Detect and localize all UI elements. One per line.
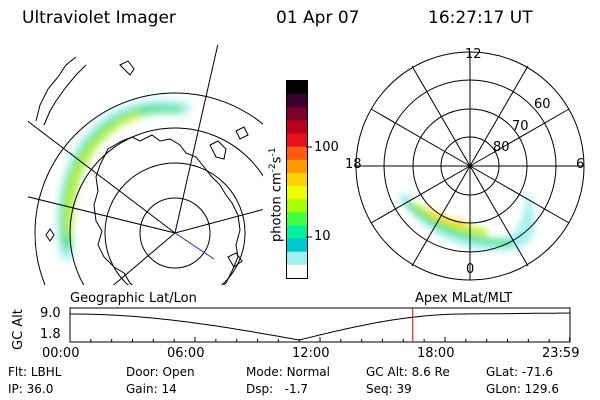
colorbar-tick-10: 10 (314, 229, 331, 244)
seq-info: Seq: 39 (366, 382, 412, 396)
mlat-label-80: 80 (493, 140, 510, 155)
colorbar-unit-label: photon cm-2s-1 (268, 147, 285, 242)
colorbar-segment (287, 225, 307, 240)
mlat-label-70: 70 (512, 119, 529, 134)
glat-info: GLat: -71.6 (486, 365, 553, 379)
door-info: Door: Open (126, 365, 195, 379)
colorbar-segment (287, 159, 307, 174)
time-label: 16:27:17 UT (428, 8, 533, 28)
dsp-info: Dsp: -1.7 (246, 382, 309, 396)
time-tick-2359: 23:59 (542, 346, 580, 361)
time-tick-0000: 00:00 (42, 346, 80, 361)
colorbar-segment (287, 199, 307, 213)
colorbar (286, 80, 308, 279)
altitude-curve (70, 312, 571, 341)
coastline-outlines (35, 56, 249, 285)
time-tick-1800: 18:00 (417, 346, 455, 361)
polar-grid (355, 51, 585, 281)
mlat-label-60: 60 (534, 97, 551, 112)
mlt-label-12: 12 (465, 47, 482, 62)
gcalt-info: GC Alt: 8.6 Re (366, 365, 450, 379)
altitude-strip-plot (69, 307, 571, 343)
aurora-emission-left (57, 99, 190, 261)
colorbar-segment (287, 146, 307, 161)
colorbar-segment (287, 172, 307, 187)
date-label: 01 Apr 07 (276, 8, 360, 28)
terminator-segment (174, 232, 215, 260)
time-tick-1200: 12:00 (292, 346, 330, 361)
colorbar-segment (287, 264, 307, 278)
mlt-label-0: 0 (466, 262, 475, 277)
mlt-label-6: 6 (576, 157, 585, 172)
altitude-ylabel: GC Alt (11, 309, 26, 350)
colorbar-segment (287, 238, 307, 253)
geographic-map (28, 45, 263, 285)
colorbar-segment (287, 186, 307, 200)
altitude-ymin: 1.8 (40, 327, 61, 342)
colorbar-ticks (306, 146, 312, 238)
colorbar-segment (287, 107, 307, 121)
colorbar-segment (287, 133, 307, 148)
geographic-label: Geographic Lat/Lon (70, 291, 197, 306)
colorbar-segment (287, 120, 307, 135)
time-tick-0600: 06:00 (167, 346, 205, 361)
flt-info: Flt: LBHL (8, 365, 62, 379)
latitude-circles (34, 92, 263, 285)
altitude-time-ticks (69, 337, 571, 342)
mlt-label-18: 18 (345, 157, 362, 172)
colorbar-segment (287, 212, 307, 227)
colorbar-segment (287, 251, 307, 266)
ip-info: IP: 36.0 (8, 382, 54, 396)
meridian-lines (28, 45, 263, 285)
gain-info: Gain: 14 (126, 382, 177, 396)
aurora-emission-right (398, 194, 535, 251)
colorbar-tick-100: 100 (314, 140, 339, 155)
instrument-title: Ultraviolet Imager (22, 8, 176, 28)
colorbar-segment (287, 94, 307, 108)
mode-info: Mode: Normal (246, 365, 330, 379)
colorbar-segment (287, 81, 307, 95)
polar-mlat-mlt-plot (355, 51, 585, 281)
glon-info: GLon: 129.6 (486, 382, 559, 396)
colorbar-gradient (287, 81, 307, 278)
altitude-ymax: 9.0 (40, 306, 61, 321)
altitude-plot-frame (69, 307, 571, 343)
apex-label: Apex MLat/MLT (415, 291, 513, 306)
